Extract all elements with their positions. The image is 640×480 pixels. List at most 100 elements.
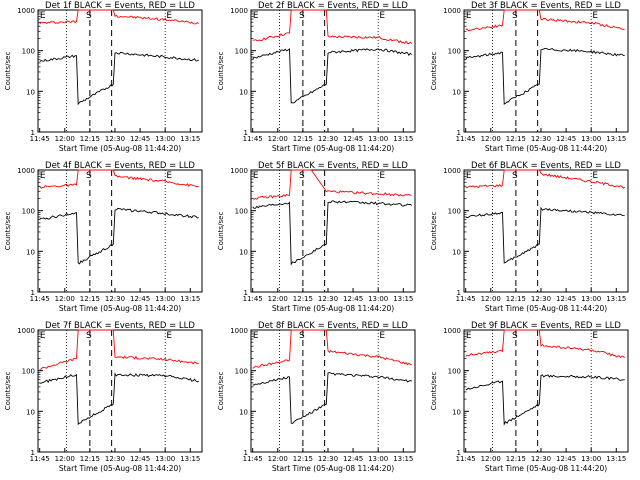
y-axis-label: Counts/sec	[4, 212, 12, 251]
y-tick-label: 1	[244, 129, 248, 137]
x-tick-label: 12:00	[268, 455, 288, 463]
marker-s: S	[86, 331, 92, 341]
y-axis-label: Counts/sec	[4, 372, 12, 411]
y-tick-label: 100	[448, 368, 461, 376]
y-tick-label: 100	[235, 368, 248, 376]
x-tick-label: 12:00	[55, 455, 75, 463]
series-events-line	[39, 372, 199, 426]
chart-title: Det 9f BLACK = Events, RED = LLD	[471, 321, 621, 331]
x-tick-label: 13:15	[180, 135, 200, 143]
chart-svg: Det 8f BLACK = Events, RED = LLD 1 10 100 10…	[217, 321, 416, 473]
y-tick-label: 10	[239, 88, 248, 96]
series-events-line	[465, 374, 625, 426]
marker-s: S	[86, 11, 92, 21]
series-lld-line	[39, 9, 199, 25]
x-tick-label: 11:45	[456, 455, 476, 463]
series-lld-line	[252, 169, 412, 200]
y-axis-label: Counts/sec	[430, 372, 438, 411]
x-tick-label: 11:45	[30, 295, 50, 303]
y-tick-label: 1	[244, 289, 248, 297]
x-tick-label: 12:00	[55, 295, 75, 303]
x-tick-label: 11:45	[243, 295, 263, 303]
y-tick-label: 100	[448, 48, 461, 56]
marker-s: S	[86, 171, 92, 181]
marker-e-start: E	[253, 331, 259, 341]
x-axis-label: Start Time (05-Aug-08 11:44:20)	[59, 144, 181, 153]
x-axis-label: Start Time (05-Aug-08 11:44:20)	[485, 144, 607, 153]
x-tick-label: 13:00	[155, 295, 175, 303]
y-tick-label: 1	[457, 289, 461, 297]
y-tick-label: 100	[22, 48, 35, 56]
chart-svg: Det 4f BLACK = Events, RED = LLD 1 10 100 10…	[4, 161, 203, 313]
x-tick-label: 12:30	[531, 455, 551, 463]
x-tick-label: 12:15	[293, 455, 313, 463]
x-tick-label: 12:15	[506, 135, 526, 143]
marker-e-start: E	[466, 171, 472, 181]
series-lld-line	[465, 169, 625, 189]
x-tick-label: 11:45	[456, 295, 476, 303]
x-tick-label: 12:45	[343, 135, 363, 143]
plot-frame	[463, 329, 629, 453]
y-tick-label: 1000	[17, 7, 35, 15]
y-tick-label: 100	[22, 208, 35, 216]
x-tick-label: 13:15	[180, 295, 200, 303]
y-tick-label: 10	[452, 248, 461, 256]
x-tick-label: 13:15	[393, 295, 413, 303]
chart-title: Det 2f BLACK = Events, RED = LLD	[258, 1, 408, 11]
panel-det-9: Det 9f BLACK = Events, RED = LLD 1 10 100 10…	[426, 320, 639, 480]
marker-s: S	[512, 11, 518, 21]
x-tick-label: 12:00	[481, 455, 501, 463]
marker-s: S	[512, 331, 518, 341]
y-tick-label: 1000	[17, 167, 35, 175]
x-axis-label: Start Time (05-Aug-08 11:44:20)	[272, 464, 394, 473]
x-axis-label: Start Time (05-Aug-08 11:44:20)	[59, 464, 181, 473]
y-tick-label: 1000	[17, 327, 35, 335]
plot-frame	[463, 9, 629, 133]
chart-title: Det 5f BLACK = Events, RED = LLD	[258, 161, 408, 171]
x-tick-label: 12:30	[318, 295, 338, 303]
x-tick-label: 12:15	[293, 135, 313, 143]
panel-det-7: Det 7f BLACK = Events, RED = LLD 1 10 100 10…	[0, 320, 213, 480]
chart-title: Det 1f BLACK = Events, RED = LLD	[45, 1, 195, 11]
panel-det-4: Det 4f BLACK = Events, RED = LLD 1 10 100 10…	[0, 160, 213, 320]
marker-e-start: E	[466, 331, 472, 341]
y-axis-label: Counts/sec	[217, 52, 225, 91]
x-tick-label: 11:45	[243, 135, 263, 143]
y-axis-label: Counts/sec	[430, 212, 438, 251]
series-events-line	[252, 372, 412, 425]
x-tick-label: 12:15	[80, 135, 100, 143]
x-tick-label: 13:15	[180, 455, 200, 463]
plot-frame	[463, 169, 629, 293]
plot-frame	[37, 9, 203, 133]
y-axis-label: Counts/sec	[4, 52, 12, 91]
marker-e-end: E	[592, 331, 598, 341]
x-tick-label: 13:15	[606, 135, 626, 143]
series-events-line	[252, 48, 413, 104]
series-events-line	[465, 206, 625, 264]
plot-frame	[250, 9, 416, 133]
x-tick-label: 12:30	[318, 455, 338, 463]
y-tick-label: 100	[235, 208, 248, 216]
marker-s: S	[299, 11, 305, 21]
chart-title: Det 3f BLACK = Events, RED = LLD	[471, 1, 621, 11]
x-axis-label: Start Time (05-Aug-08 11:44:20)	[485, 304, 607, 313]
y-axis-label: Counts/sec	[217, 372, 225, 411]
panel-det-6: Det 6f BLACK = Events, RED = LLD 1 10 100 10…	[426, 160, 639, 320]
y-tick-label: 1	[31, 449, 35, 457]
chart-svg: Det 5f BLACK = Events, RED = LLD 1 10 100 10…	[217, 161, 416, 313]
series-lld-line	[252, 329, 412, 369]
marker-e-end: E	[379, 171, 385, 181]
plot-frame	[250, 169, 416, 293]
series-lld-line	[39, 169, 199, 189]
series-lld-line	[465, 9, 625, 32]
y-tick-label: 1	[31, 129, 35, 137]
marker-e-start: E	[40, 11, 46, 21]
marker-e-end: E	[379, 331, 385, 341]
series-lld-line	[252, 9, 413, 44]
y-tick-label: 1	[31, 289, 35, 297]
x-tick-label: 13:00	[368, 295, 388, 303]
chart-svg: Det 2f BLACK = Events, RED = LLD 1 10 100 10…	[217, 1, 416, 153]
panel-det-2: Det 2f BLACK = Events, RED = LLD 1 10 100 10…	[213, 0, 426, 160]
y-tick-label: 1000	[443, 167, 461, 175]
chart-title: Det 7f BLACK = Events, RED = LLD	[45, 321, 195, 331]
